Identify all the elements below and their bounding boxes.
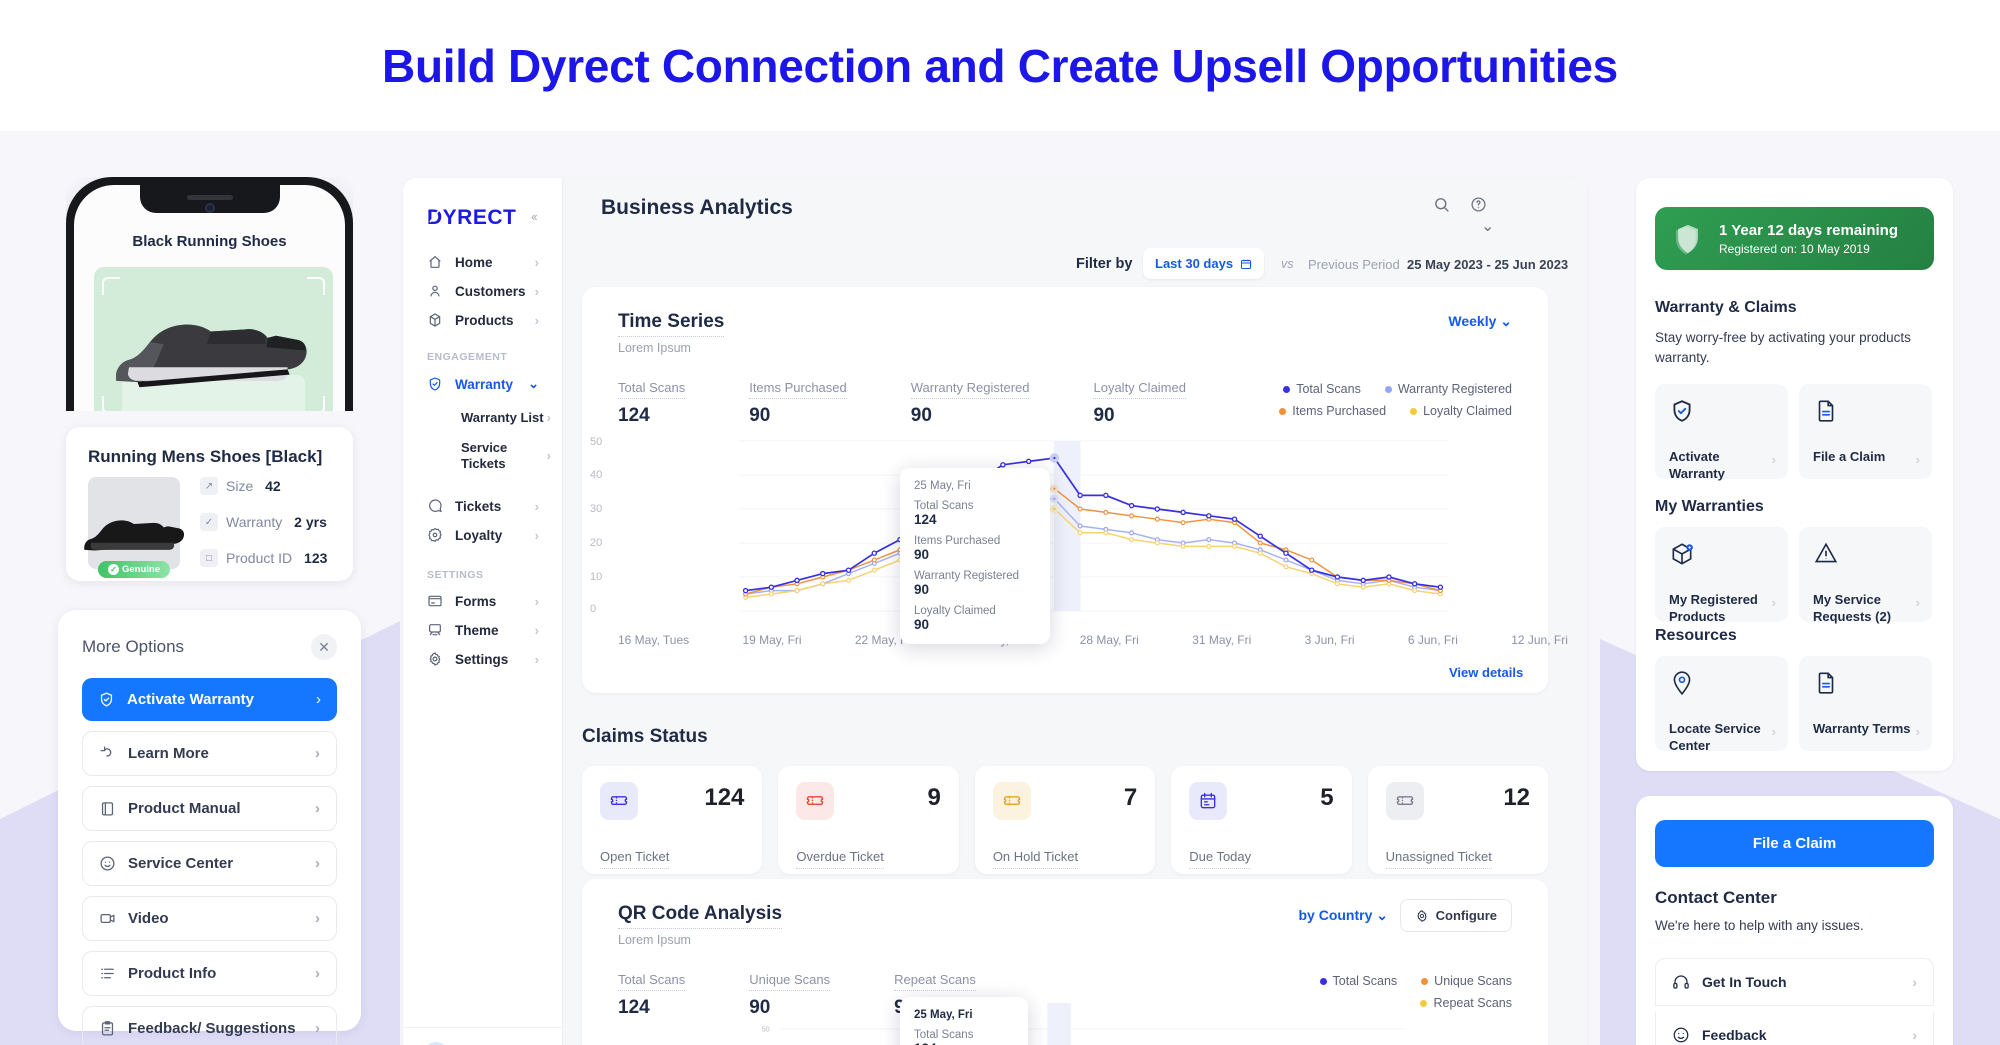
svg-text:50: 50 <box>762 1026 770 1034</box>
